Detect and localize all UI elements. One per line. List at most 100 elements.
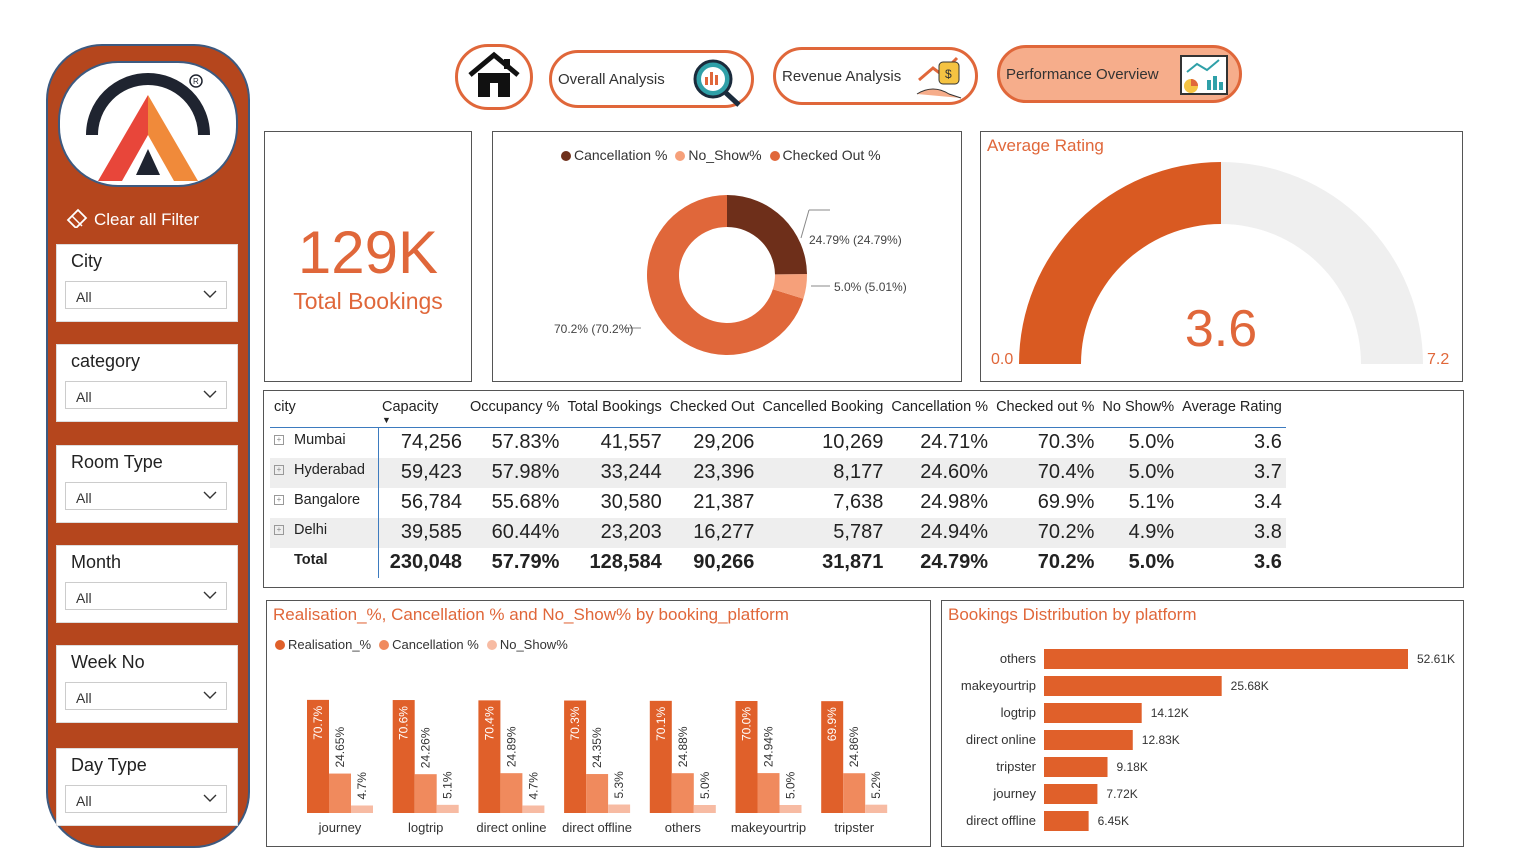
data-label: 24.89% [504, 726, 518, 767]
table-row[interactable]: + Mumbai 74,256 57.83% 41,557 29,206 10,269 24.… [270, 427, 1286, 458]
city-name: Hyderabad [294, 461, 365, 478]
bar[interactable] [649, 700, 672, 813]
data-label: 25.68K [1231, 679, 1269, 693]
table-cell: 41,557 [600, 431, 662, 454]
legend-item[interactable]: Cancellation % [379, 637, 479, 652]
col-header[interactable]: Occupancy % [470, 399, 560, 415]
bar[interactable] [522, 805, 545, 813]
category-label: logtrip [1001, 705, 1036, 720]
donut-slice[interactable] [647, 195, 804, 355]
bar[interactable] [779, 805, 802, 813]
col-header[interactable]: Checked Out [669, 399, 755, 415]
table-cell: 3.8 [1178, 517, 1286, 548]
col-header[interactable]: city [274, 399, 296, 415]
table-row[interactable]: + Hyderabad 59,423 57.98% 33,244 23,396 8,177 2… [270, 457, 1286, 488]
col-header[interactable]: Cancelled Booking [762, 399, 884, 415]
bar[interactable] [414, 774, 437, 813]
bar[interactable] [1044, 703, 1142, 723]
slicer-room-type: Room Type All [56, 445, 238, 523]
overall-analysis-button[interactable]: Overall Analysis [549, 50, 754, 108]
table-row[interactable]: + Bangalore 56,784 55.68% 30,580 21,387 7,638 2… [270, 487, 1286, 518]
bar[interactable] [436, 804, 459, 813]
performance-overview-button[interactable]: Performance Overview [997, 45, 1242, 103]
home-button[interactable] [455, 44, 533, 110]
bar[interactable] [843, 773, 866, 813]
bar[interactable] [1044, 784, 1098, 804]
slicer-title: Week No [71, 652, 145, 672]
category-label: others [665, 820, 702, 835]
sort-desc-icon: ▼ [382, 415, 391, 425]
clear-all-filter-button[interactable]: Clear all Filter [66, 206, 199, 233]
bar[interactable] [1044, 730, 1133, 750]
table-cell: 59,423 [378, 457, 466, 488]
week-no-dropdown[interactable]: All [65, 682, 227, 710]
bar[interactable] [693, 805, 716, 813]
bar[interactable] [735, 701, 758, 813]
legend-item[interactable]: No_Show% [675, 147, 762, 163]
month-dropdown[interactable]: All [65, 582, 227, 610]
bar[interactable] [608, 804, 631, 813]
category-label: logtrip [408, 820, 443, 835]
bar[interactable] [392, 700, 415, 813]
city-cell: + Mumbai [270, 427, 379, 458]
col-header[interactable]: No Show% [1102, 399, 1175, 415]
bar[interactable] [1044, 676, 1222, 696]
bar[interactable] [1044, 811, 1089, 831]
city-dropdown[interactable]: All [65, 281, 227, 309]
total-cell: 57.79% [491, 551, 560, 573]
filter-sidebar: R Clear all Filter City All category All… [46, 44, 250, 848]
table-cell: 23,203 [563, 517, 666, 548]
day-type-dropdown[interactable]: All [65, 785, 227, 813]
expand-icon[interactable]: + [274, 524, 284, 535]
category-dropdown[interactable]: All [65, 381, 227, 409]
bar[interactable] [329, 773, 351, 813]
data-label: 14.12K [1151, 706, 1189, 720]
donut-slice[interactable] [727, 195, 807, 275]
bar[interactable] [307, 699, 329, 813]
total-label: Total [270, 547, 379, 578]
revenue-analysis-button[interactable]: Revenue Analysis $ [773, 47, 978, 105]
total-cell: 31,871 [822, 551, 884, 573]
slicer-title: category [71, 351, 141, 371]
data-label: 24.26% [419, 727, 433, 768]
room-type-dropdown[interactable]: All [65, 482, 227, 510]
legend-label: Checked Out % [782, 147, 881, 163]
bar[interactable] [351, 805, 373, 813]
dropdown-value: All [76, 389, 92, 405]
bar[interactable] [586, 774, 609, 813]
expand-icon[interactable]: + [274, 464, 284, 475]
expand-icon[interactable]: + [274, 435, 284, 445]
table-row[interactable]: + Delhi 39,585 60.44% 23,203 16,277 5,787 24.94… [270, 517, 1286, 548]
col-header[interactable]: Total Bookings [567, 399, 662, 415]
col-header[interactable]: Cancellation % [891, 399, 989, 415]
data-label: 5.1% [441, 771, 455, 799]
gauge-fill [1019, 162, 1221, 364]
expand-icon[interactable]: + [274, 494, 284, 505]
data-label: 24.35% [590, 727, 604, 768]
table-cell: 8,177 [758, 457, 888, 488]
bar[interactable] [1044, 757, 1108, 777]
chevron-down-icon [202, 487, 218, 506]
bar[interactable] [671, 773, 694, 813]
legend-item[interactable]: No_Show% [486, 637, 568, 652]
bar[interactable] [757, 773, 780, 813]
bar[interactable] [500, 773, 523, 813]
col-header[interactable]: Capacity ▼ [382, 399, 439, 425]
chart-title: Realisation_%, Cancellation % and No_Sho… [273, 605, 789, 624]
bar[interactable] [1044, 649, 1408, 669]
legend-item[interactable]: Checked Out % [769, 147, 881, 163]
bar[interactable] [564, 700, 587, 813]
bar[interactable] [865, 804, 888, 813]
bar[interactable] [821, 701, 844, 813]
col-header[interactable]: Checked out % [996, 399, 1095, 415]
legend-item[interactable]: Realisation_% [275, 637, 371, 652]
legend-item[interactable]: Cancellation % [561, 147, 667, 163]
status-donut-card: Cancellation % No_Show% Checked Out % 24… [492, 131, 962, 382]
table-cell: 24.98% [920, 491, 989, 513]
donut-slice[interactable] [772, 273, 807, 299]
table-cell: 24.94% [887, 517, 993, 548]
table-cell: 21,387 [693, 491, 755, 513]
bar[interactable] [478, 700, 501, 813]
col-header[interactable]: Average Rating [1182, 399, 1282, 415]
city-name: Bangalore [294, 491, 361, 508]
